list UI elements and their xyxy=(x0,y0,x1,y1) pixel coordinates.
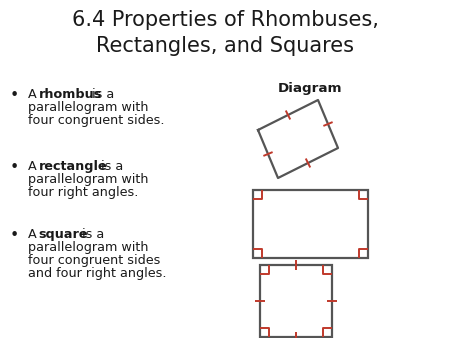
Text: A: A xyxy=(28,88,41,101)
Text: parallelogram with: parallelogram with xyxy=(28,173,148,186)
Text: rhombus: rhombus xyxy=(39,88,102,101)
Text: is a: is a xyxy=(84,88,114,101)
Text: and four right angles.: and four right angles. xyxy=(28,267,166,280)
Text: 6.4 Properties of Rhombuses,
Rectangles, and Squares: 6.4 Properties of Rhombuses, Rectangles,… xyxy=(72,10,378,55)
Text: parallelogram with: parallelogram with xyxy=(28,241,148,254)
Text: four congruent sides: four congruent sides xyxy=(28,254,160,267)
Text: is a: is a xyxy=(77,228,104,241)
Text: •: • xyxy=(10,160,19,175)
Text: rectangle: rectangle xyxy=(39,160,107,173)
Bar xyxy=(253,190,368,258)
Text: •: • xyxy=(10,228,19,243)
Text: •: • xyxy=(10,88,19,103)
Text: square: square xyxy=(39,228,88,241)
Text: A: A xyxy=(28,160,41,173)
Text: four congruent sides.: four congruent sides. xyxy=(28,114,165,127)
Text: is a: is a xyxy=(97,160,123,173)
Text: A: A xyxy=(28,228,41,241)
Bar xyxy=(260,265,332,337)
Text: Diagram: Diagram xyxy=(278,82,342,95)
Text: four right angles.: four right angles. xyxy=(28,186,139,199)
Text: parallelogram with: parallelogram with xyxy=(28,101,148,114)
